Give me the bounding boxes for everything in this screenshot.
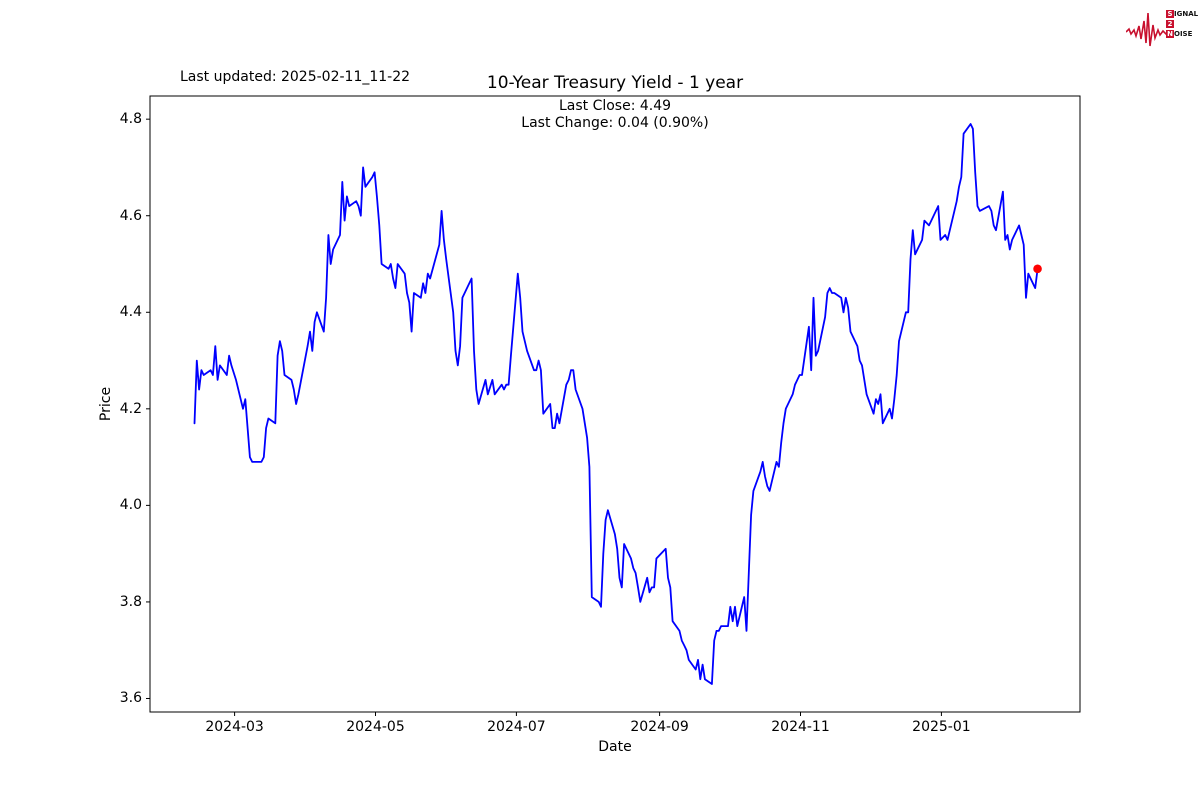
- last-close-text: Last Close: 4.49: [558, 98, 672, 114]
- x-tick-label: 2024-03: [205, 719, 264, 735]
- axes-frame: [149, 95, 1081, 713]
- y-tick-label: 4.2: [119, 400, 142, 417]
- logo-rest-text: OISE: [1174, 29, 1193, 38]
- y-tick-label: 4.4: [119, 304, 142, 321]
- logo-badge-letter: 2: [1166, 19, 1174, 28]
- logo-row: 2: [1166, 19, 1198, 28]
- logo-badge-letter: N: [1166, 29, 1174, 38]
- logo-text: S IGNAL 2 N OISE: [1166, 9, 1198, 39]
- last-updated-text: Last updated: 2025-02-11_11-22: [180, 69, 411, 85]
- x-tick-label: 2024-11: [771, 719, 830, 735]
- yield-line: [193, 123, 1039, 685]
- last-close-marker: [1033, 264, 1042, 274]
- y-tick-label: 3.6: [119, 690, 142, 707]
- x-tick-label: 2024-07: [487, 719, 546, 735]
- y-tick-label: 4.0: [119, 497, 142, 514]
- chart-title: 10-Year Treasury Yield - 1 year: [486, 73, 744, 93]
- logo-rest-text: IGNAL: [1174, 9, 1199, 18]
- x-tick-label: 2024-09: [630, 719, 689, 735]
- x-tick-label: 2025-01: [912, 719, 971, 735]
- y-tick-label: 3.8: [119, 593, 142, 610]
- logo-row: S IGNAL: [1166, 9, 1198, 18]
- x-tick-label: 2024-05: [346, 719, 405, 735]
- signal2noise-logo: S IGNAL 2 N OISE: [1126, 8, 1198, 50]
- ecg-waveform-icon: [1126, 12, 1170, 47]
- logo-badge-letter: S: [1166, 9, 1174, 18]
- y-tick-label: 4.8: [119, 111, 142, 128]
- last-change-text: Last Change: 0.04 (0.90%): [521, 115, 709, 131]
- y-tick-label: 4.6: [119, 207, 142, 224]
- x-axis-label: Date: [598, 739, 632, 755]
- logo-row: N OISE: [1166, 29, 1198, 38]
